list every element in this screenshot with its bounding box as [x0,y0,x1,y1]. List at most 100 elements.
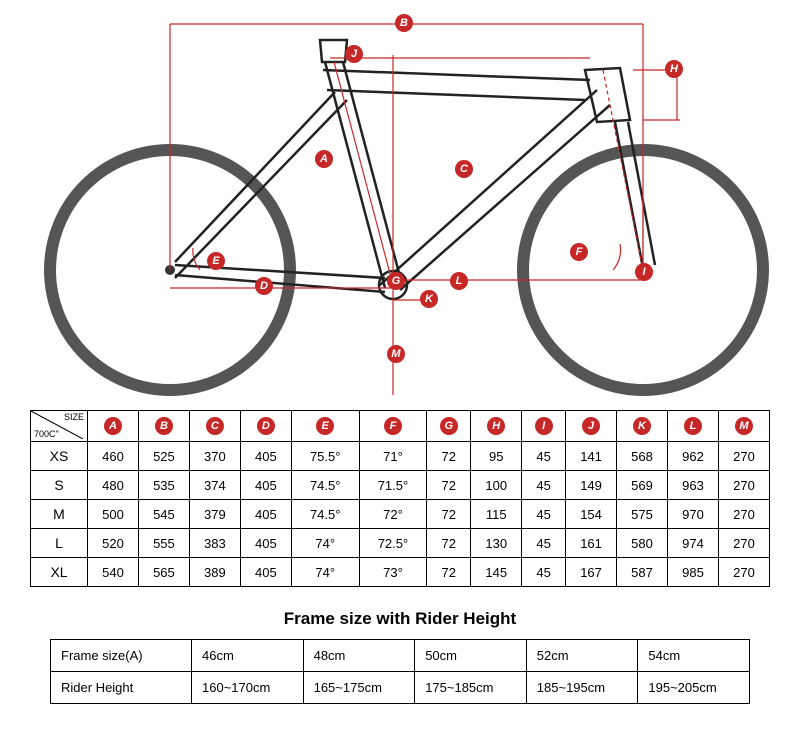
cell: 185~195cm [526,672,638,704]
cell: 71.5° [359,471,427,500]
table-row: L 520 555 383 405 74° 72.5° 72 130 45 16… [31,529,770,558]
cell: 555 [138,529,189,558]
cell: 974 [667,529,718,558]
cell: 480 [88,471,139,500]
cell: 160~170cm [192,672,304,704]
cell: 75.5° [291,442,359,471]
geometry-size-table: SIZE 700C" A B C D E F G H I J K L M XS … [30,410,770,587]
diagram-label-j: J [345,45,363,63]
table-header-row: SIZE 700C" A B C D E F G H I J K L M [31,411,770,442]
cell: 460 [88,442,139,471]
cell: 72 [427,558,471,587]
corner-wheel-label: 700C" [34,430,59,439]
size-label: XS [31,442,88,471]
diagram-label-m: M [387,345,405,363]
cell: 130 [471,529,522,558]
rider-height-table: Frame size(A) 46cm 48cm 50cm 52cm 54cm R… [50,639,750,704]
cell: 270 [718,500,769,529]
diagram-label-g: G [387,272,405,290]
col-header-f: F [384,417,402,435]
cell: 370 [189,442,240,471]
cell: 405 [240,471,291,500]
cell: 405 [240,558,291,587]
col-header-k: K [633,417,651,435]
cell: 970 [667,500,718,529]
table-row: M 500 545 379 405 74.5° 72° 72 115 45 15… [31,500,770,529]
cell: 45 [522,558,566,587]
cell: 115 [471,500,522,529]
cell: 74.5° [291,471,359,500]
col-header-h: H [487,417,505,435]
corner-cell: SIZE 700C" [31,411,88,442]
cell: 962 [667,442,718,471]
cell: 389 [189,558,240,587]
diagram-label-h: H [665,60,683,78]
cell: 565 [138,558,189,587]
size-label: L [31,529,88,558]
cell: 72 [427,442,471,471]
diagram-label-a: A [315,150,333,168]
cell: 54cm [638,640,750,672]
cell: 500 [88,500,139,529]
cell: 405 [240,529,291,558]
cell: 985 [667,558,718,587]
diagram-label-b: B [395,14,413,32]
cell: 50cm [415,640,527,672]
cell: 379 [189,500,240,529]
diagram-label-e: E [207,252,225,270]
cell: 270 [718,442,769,471]
cell: 167 [566,558,617,587]
cell: 145 [471,558,522,587]
diagram-label-i: I [635,263,653,281]
table-row: Frame size(A) 46cm 48cm 50cm 52cm 54cm [51,640,750,672]
cell: 587 [617,558,668,587]
cell: 45 [522,529,566,558]
cell: 74° [291,529,359,558]
col-header-b: B [155,417,173,435]
col-header-a: A [104,417,122,435]
size-label: XL [31,558,88,587]
diagram-label-l: L [450,272,468,290]
cell: 575 [617,500,668,529]
cell: 161 [566,529,617,558]
col-header-c: C [206,417,224,435]
diagram-label-c: C [455,160,473,178]
col-header-g: G [440,417,458,435]
cell: 73° [359,558,427,587]
cell: 141 [566,442,617,471]
cell: 568 [617,442,668,471]
col-header-l: L [684,417,702,435]
cell: 405 [240,500,291,529]
cell: 74.5° [291,500,359,529]
cell: 175~185cm [415,672,527,704]
table-row: Rider Height 160~170cm 165~175cm 175~185… [51,672,750,704]
cell: 46cm [192,640,304,672]
cell: 45 [522,442,566,471]
cell: 52cm [526,640,638,672]
cell: 72 [427,500,471,529]
cell: 374 [189,471,240,500]
cell: 45 [522,471,566,500]
cell: 165~175cm [303,672,415,704]
cell: 74° [291,558,359,587]
cell: 95 [471,442,522,471]
table-row: S 480 535 374 405 74.5° 71.5° 72 100 45 … [31,471,770,500]
bike-geometry-diagram: A B C D E F G H I J K L M [25,0,775,400]
cell: 72° [359,500,427,529]
cell: 545 [138,500,189,529]
cell: 71° [359,442,427,471]
cell: 270 [718,558,769,587]
cell: 963 [667,471,718,500]
col-header-m: M [735,417,753,435]
row-label: Rider Height [51,672,192,704]
cell: 195~205cm [638,672,750,704]
rider-height-title: Frame size with Rider Height [0,609,800,629]
row-label: Frame size(A) [51,640,192,672]
cell: 525 [138,442,189,471]
cell: 72 [427,471,471,500]
cell: 45 [522,500,566,529]
cell: 48cm [303,640,415,672]
size-label: M [31,500,88,529]
cell: 569 [617,471,668,500]
cell: 72 [427,529,471,558]
